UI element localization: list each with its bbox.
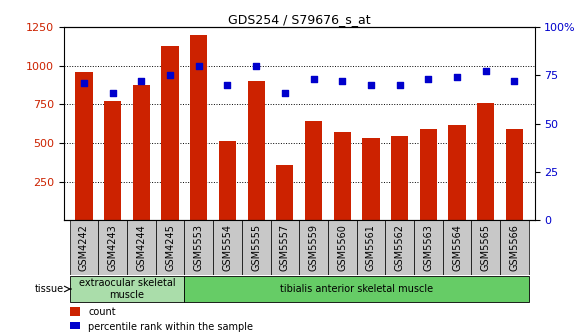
Bar [162,46,179,220]
Text: GSM5555: GSM5555 [251,224,261,271]
FancyBboxPatch shape [127,220,156,275]
Text: GSM5561: GSM5561 [366,224,376,271]
Point [252,63,261,68]
FancyBboxPatch shape [471,220,500,275]
FancyBboxPatch shape [98,220,127,275]
FancyBboxPatch shape [385,220,414,275]
FancyBboxPatch shape [271,220,299,275]
Point [510,78,519,84]
Text: GSM5565: GSM5565 [480,224,491,271]
Bar [219,141,236,220]
FancyBboxPatch shape [500,220,529,275]
Text: GSM5562: GSM5562 [394,224,404,271]
Bar [76,72,92,220]
Text: GSM5559: GSM5559 [309,224,318,271]
Text: count: count [88,306,116,317]
Title: GDS254 / S79676_s_at: GDS254 / S79676_s_at [228,13,371,26]
Text: GSM4244: GSM4244 [137,224,146,271]
Bar [506,129,523,220]
Text: GSM5563: GSM5563 [424,224,433,271]
Point [280,90,289,95]
Bar [133,85,150,220]
FancyBboxPatch shape [414,220,443,275]
FancyBboxPatch shape [156,220,184,275]
Point [309,77,318,82]
Bar [190,35,207,220]
FancyBboxPatch shape [184,276,529,302]
Point [166,73,175,78]
Point [137,78,146,84]
Point [223,82,232,88]
Bar [449,125,465,220]
Point [453,75,462,80]
Text: GSM4243: GSM4243 [107,224,118,271]
Text: percentile rank within the sample: percentile rank within the sample [88,322,253,332]
FancyBboxPatch shape [357,220,385,275]
Point [194,63,203,68]
FancyBboxPatch shape [443,220,471,275]
Bar [477,103,494,220]
FancyBboxPatch shape [299,220,328,275]
Bar [248,81,265,220]
Text: GSM5553: GSM5553 [194,224,204,271]
FancyBboxPatch shape [242,220,271,275]
Text: extraocular skeletal
muscle: extraocular skeletal muscle [79,278,175,300]
Point [366,82,375,88]
Bar [104,101,121,220]
Point [395,82,404,88]
Bar [333,132,351,220]
Text: GSM4245: GSM4245 [165,224,175,271]
Bar [276,165,293,220]
Point [80,80,89,86]
Bar [419,129,437,220]
Point [424,77,433,82]
FancyBboxPatch shape [70,307,80,317]
Text: tissue: tissue [35,284,64,294]
Text: GSM5566: GSM5566 [510,224,519,271]
Text: GSM5557: GSM5557 [280,224,290,271]
Text: GSM4242: GSM4242 [79,224,89,271]
FancyBboxPatch shape [213,220,242,275]
FancyBboxPatch shape [70,220,98,275]
Point [481,69,490,74]
Text: GSM5564: GSM5564 [452,224,462,271]
FancyBboxPatch shape [70,276,184,302]
FancyBboxPatch shape [184,220,213,275]
Text: GSM5554: GSM5554 [223,224,232,271]
Text: GSM5560: GSM5560 [337,224,347,271]
Bar [305,121,322,220]
FancyBboxPatch shape [328,220,357,275]
Point [338,78,347,84]
Bar [363,138,379,220]
FancyBboxPatch shape [70,322,80,331]
Point [108,90,117,95]
Bar [391,136,408,220]
Text: tibialis anterior skeletal muscle: tibialis anterior skeletal muscle [280,284,433,294]
